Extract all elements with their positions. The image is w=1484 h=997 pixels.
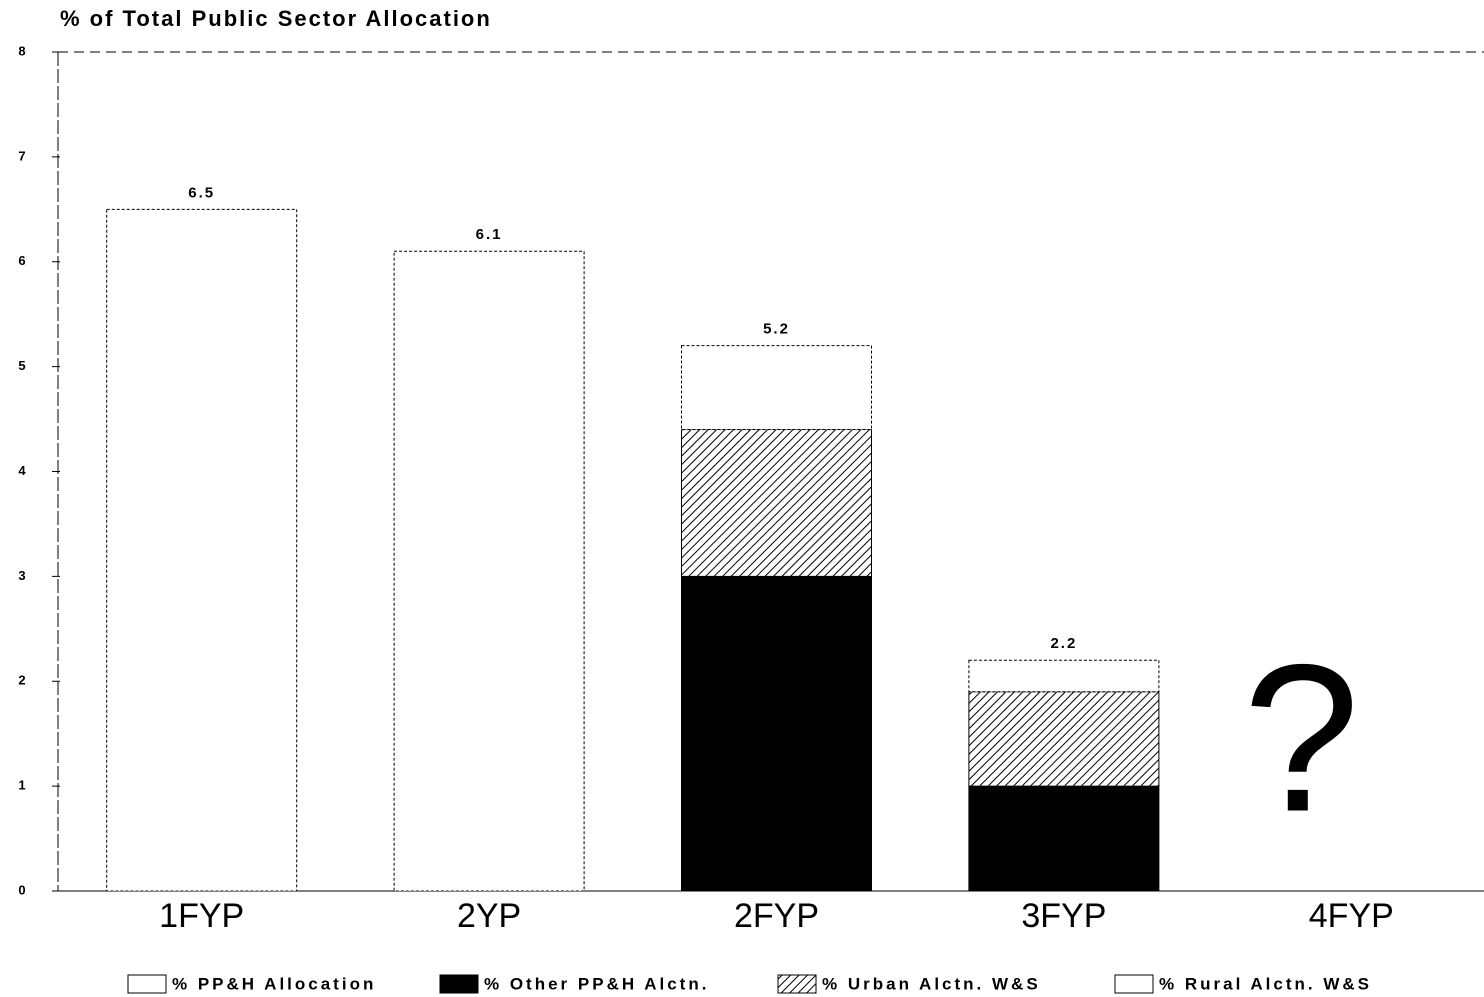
bar-segment — [681, 429, 872, 577]
x-tick-label: 1FYP — [159, 897, 244, 935]
bar-segment — [681, 575, 872, 892]
legend-swatch — [439, 974, 479, 994]
y-tick-label: 8 — [18, 43, 25, 58]
annotation: ? — [1243, 620, 1360, 855]
bar-segment — [968, 691, 1160, 787]
legend-label: % Urban Alctn. W&S — [822, 974, 1041, 993]
legend-label: % Rural Alctn. W&S — [1159, 974, 1372, 993]
y-tick-label: 7 — [18, 148, 25, 163]
x-tick-label: 3FYP — [1021, 897, 1106, 935]
bar-segment — [106, 208, 298, 892]
x-tick-label: 2FYP — [734, 897, 819, 935]
total-label: 2.2 — [1050, 635, 1077, 652]
bar-segment — [681, 345, 872, 431]
y-tick-label: 5 — [18, 358, 25, 373]
y-tick-label: 4 — [18, 463, 26, 478]
bar-segment — [968, 785, 1160, 892]
legend-label: % Other PP&H Alctn. — [484, 974, 709, 993]
y-tick-label: 2 — [18, 673, 25, 688]
legend-swatch — [127, 974, 167, 994]
y-tick-label: 6 — [18, 253, 25, 268]
bar-segment — [968, 659, 1160, 693]
chart-title: % of Total Public Sector Allocation — [60, 6, 492, 31]
bar-segment — [393, 250, 585, 892]
legend-swatch — [777, 974, 817, 994]
x-tick-label: 2YP — [457, 897, 521, 935]
legend-swatch — [1114, 974, 1154, 994]
legend-label: % PP&H Allocation — [172, 974, 376, 993]
total-label: 6.1 — [476, 226, 503, 243]
y-tick-label: 0 — [18, 882, 25, 897]
total-label: 6.5 — [188, 184, 215, 201]
total-label: 5.2 — [763, 321, 790, 338]
y-tick-label: 1 — [18, 778, 25, 793]
x-tick-label: 4FYP — [1309, 897, 1394, 935]
y-tick-label: 3 — [18, 568, 25, 583]
